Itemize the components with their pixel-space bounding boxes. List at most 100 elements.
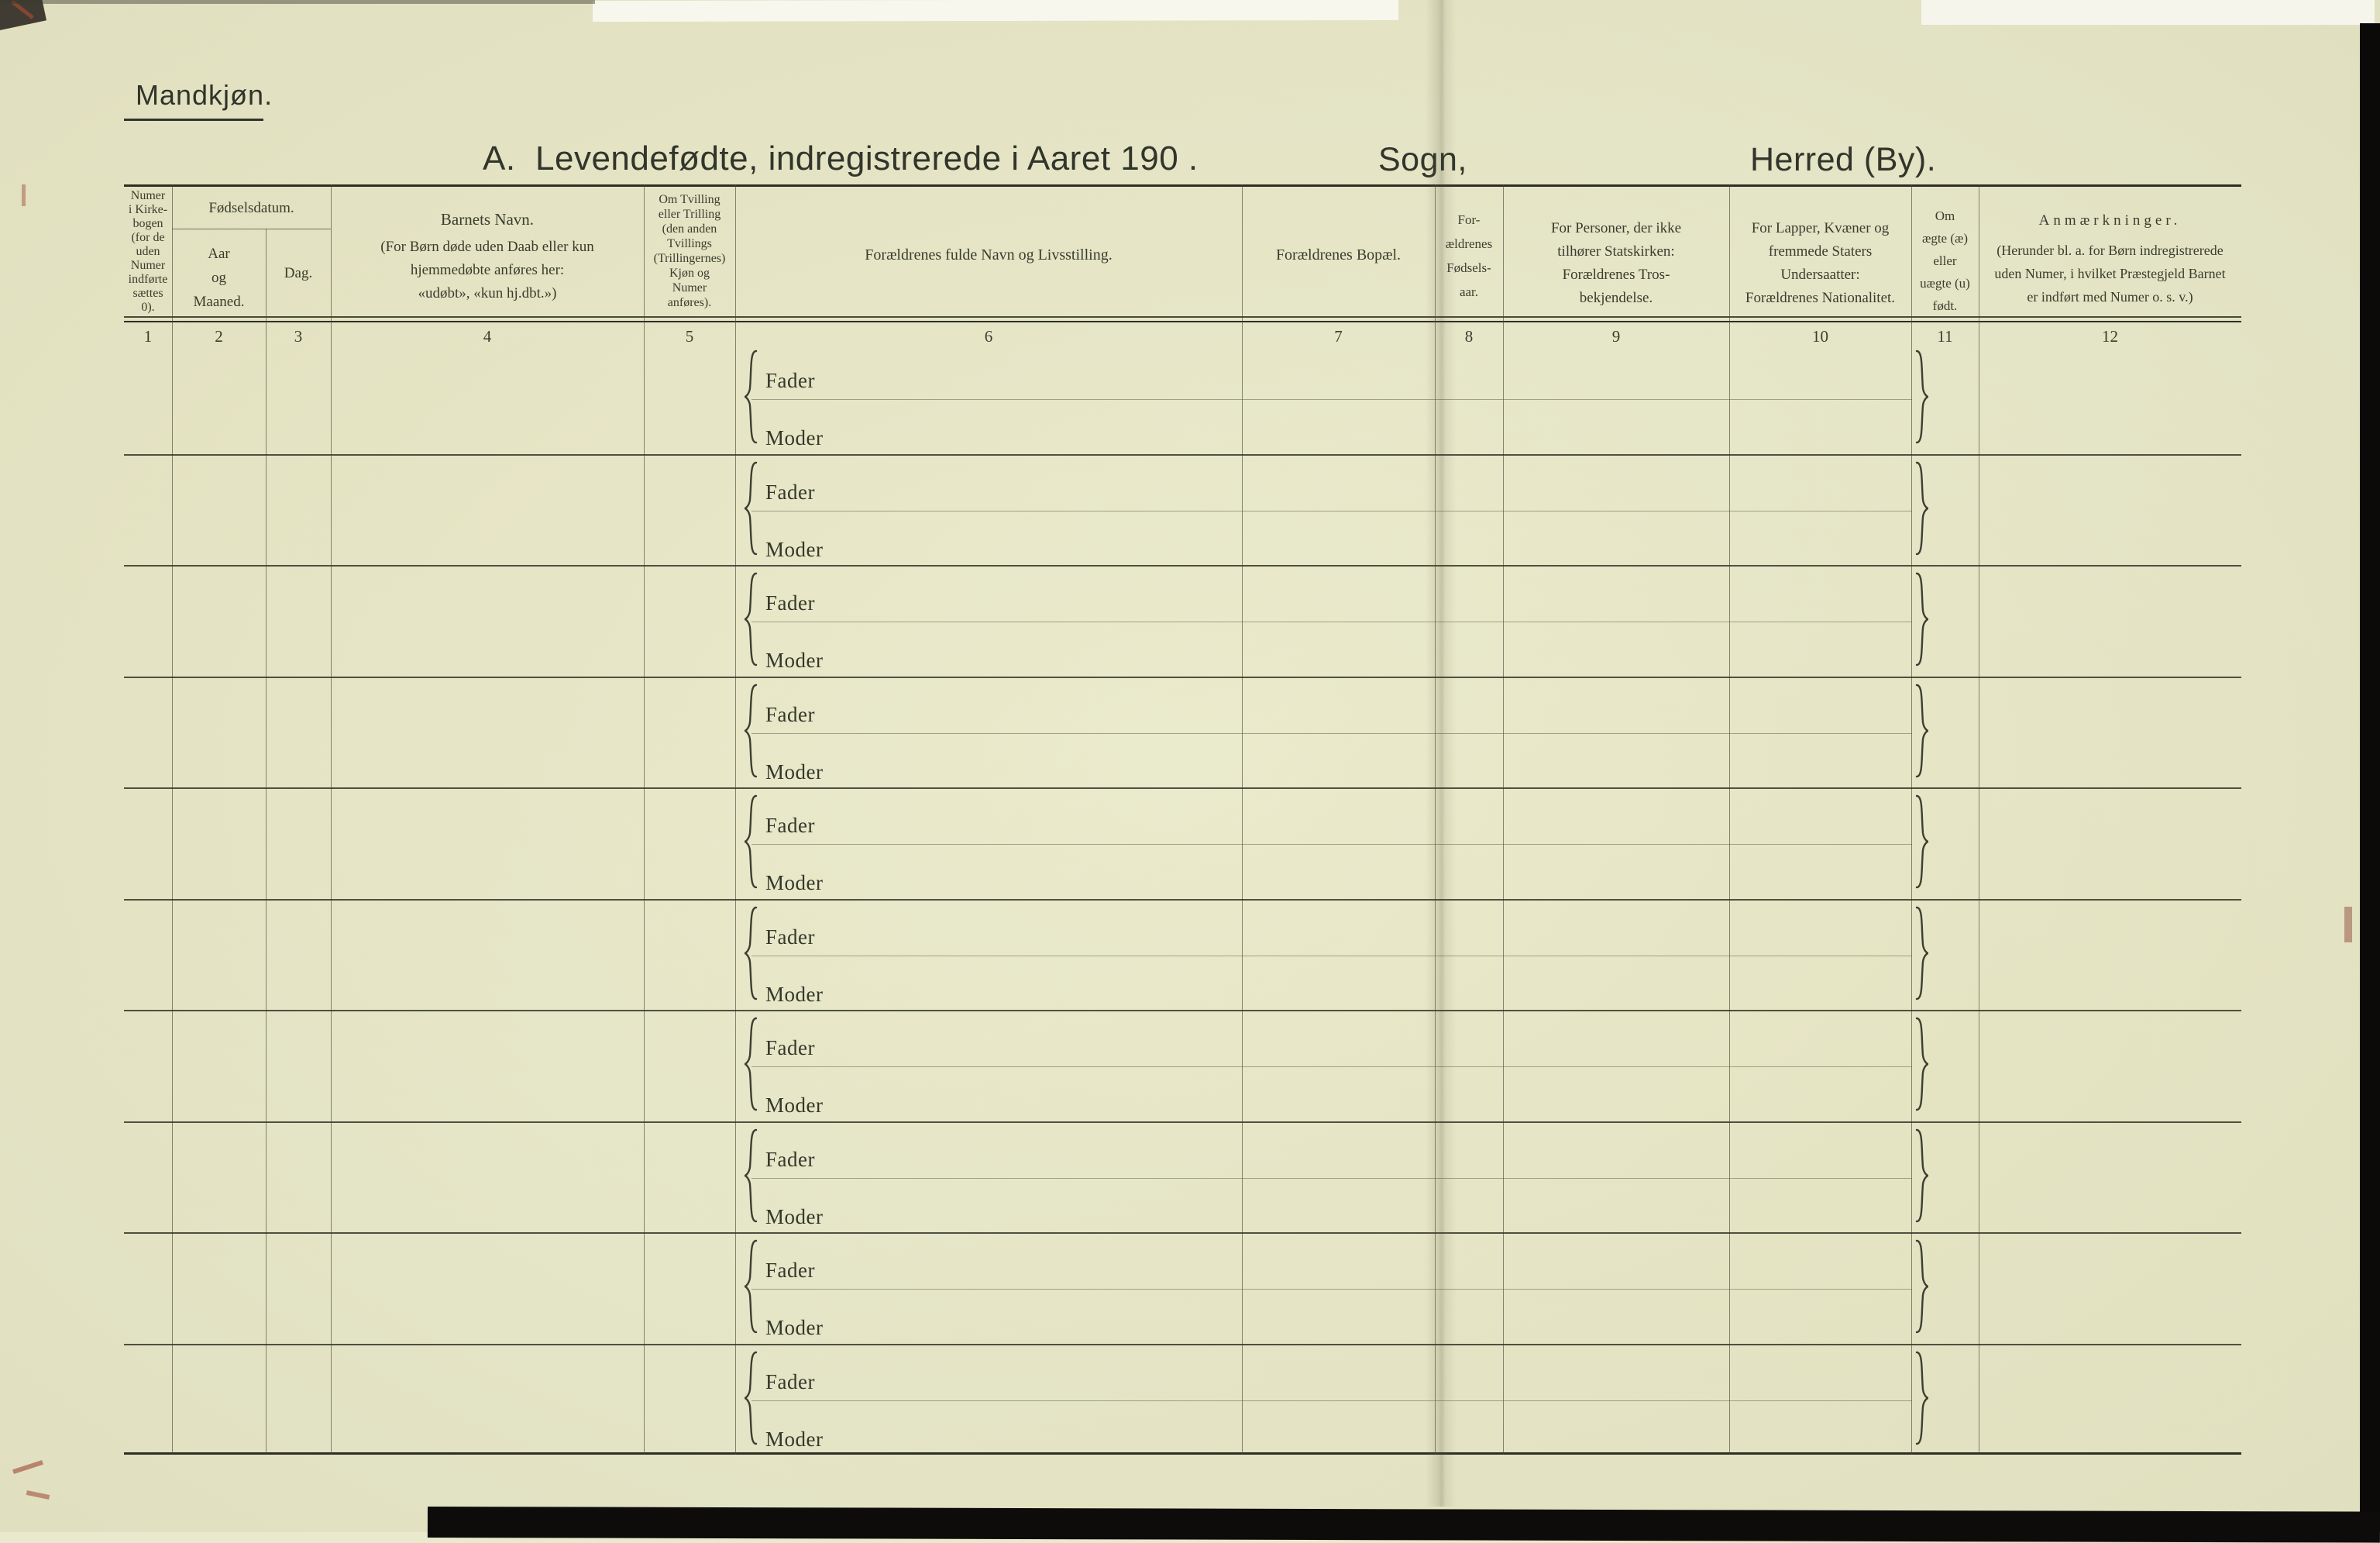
registration-table: Numer i Kirke- bogen (for de uden Numer … — [124, 184, 2241, 1455]
column-number: 7 — [1334, 327, 1343, 346]
col-header-child-name-note: (For Børn døde uden Daab eller kun hjemm… — [380, 239, 594, 301]
col-header-child-name: Barnets Navn. — [440, 210, 535, 229]
row-separator — [124, 676, 2241, 678]
red-mark-bottom-left-b — [26, 1490, 50, 1500]
col-header-birth-date-group: Fødselsdatum. — [208, 200, 294, 216]
row-separator — [124, 787, 2241, 789]
father-row-label: Fader — [765, 1259, 815, 1282]
row-open-brace-icon — [744, 350, 758, 449]
table-row: Fader Moder — [124, 1121, 2241, 1232]
column-divider — [1911, 184, 1912, 1455]
col-header-year-month: Aar og Maaned. — [193, 246, 245, 310]
row-open-brace-icon — [744, 461, 758, 561]
column-divider — [266, 229, 267, 1455]
table-row: Fader Moder — [124, 1232, 2241, 1343]
scan-black-edge-bottom — [427, 1507, 2380, 1543]
column-number: 2 — [215, 327, 223, 346]
mother-row-label: Moder — [765, 871, 824, 894]
col-header-parents-birth-year: For- ældrenes Fødsels- aar. — [1445, 212, 1493, 299]
scan-dark-corner-top-left — [0, 0, 47, 32]
row-open-brace-icon — [744, 1128, 758, 1228]
father-row-label: Fader — [765, 480, 815, 504]
mother-row-label: Moder — [765, 1094, 824, 1117]
column-divider — [1435, 184, 1436, 1455]
page-title: A. Levendefødte, indregistrerede i Aaret… — [483, 139, 1199, 177]
row-separator — [124, 898, 2241, 901]
father-entry-line — [751, 844, 1912, 845]
column-divider — [735, 184, 736, 1455]
row-open-brace-icon — [744, 684, 758, 784]
father-entry-line — [751, 1066, 1912, 1067]
row-separator — [124, 1121, 2241, 1123]
row-open-brace-icon — [744, 1351, 758, 1451]
row-open-brace-icon — [744, 1017, 758, 1117]
row-close-brace-icon — [1915, 1017, 1929, 1117]
row-separator — [124, 1010, 2241, 1011]
column-number: 6 — [984, 327, 993, 346]
column-divider — [1242, 184, 1243, 1455]
father-row-label: Fader — [765, 1147, 815, 1171]
row-separator — [124, 453, 2241, 456]
col-header-remarks: Anmærkninger. — [2038, 212, 2182, 229]
father-row-label: Fader — [765, 369, 815, 392]
mother-row-label: Moder — [765, 537, 824, 561]
table-row: Fader Moder — [124, 454, 2241, 565]
column-number: 12 — [2102, 327, 2118, 346]
father-entry-line — [751, 1289, 1912, 1290]
column-number: 9 — [1611, 327, 1621, 346]
mother-row-label: Moder — [765, 759, 824, 784]
col-header-remarks-note: (Herunder bl. a. for Børn indregistrered… — [1994, 243, 2226, 305]
row-open-brace-icon — [744, 906, 758, 1006]
row-close-brace-icon — [1915, 1351, 1929, 1451]
table-row: Fader Moder — [124, 787, 2241, 898]
herred-label: Herred (By). — [1750, 141, 1937, 178]
table-row: Fader Moder — [124, 899, 2241, 1010]
table-bottom-rule — [124, 1452, 2241, 1455]
row-separator — [124, 565, 2241, 567]
sogn-label: Sogn, — [1378, 141, 1467, 178]
mother-row-label: Moder — [765, 982, 824, 1006]
father-row-label: Fader — [765, 925, 815, 949]
mother-row-label: Moder — [765, 1427, 824, 1451]
column-number: 11 — [1937, 327, 1953, 346]
table-row: Fader Moder — [124, 677, 2241, 787]
page-side-label: Mandkjøn. — [136, 79, 273, 111]
column-number: 8 — [1464, 327, 1474, 346]
table-row: Fader Moder — [124, 1010, 2241, 1121]
col-header-church-book-number: Numer i Kirke- bogen (for de uden Numer … — [128, 189, 168, 314]
col-header-parents-residence: Forældrenes Bopæl. — [1275, 246, 1402, 263]
table-row: Fader Moder — [124, 565, 2241, 676]
scan-top-edge-shade — [0, 0, 595, 4]
col-header-legitimacy: Om ægte (æ) eller uægte (u) født. — [1920, 208, 1970, 313]
father-entry-line — [751, 732, 1912, 734]
row-open-brace-icon — [744, 1239, 758, 1339]
scan-black-edge-right — [2360, 23, 2380, 1532]
father-row-label: Fader — [765, 1369, 815, 1393]
row-close-brace-icon — [1915, 906, 1929, 1006]
mother-row-label: Moder — [765, 1316, 824, 1339]
father-entry-line — [751, 1177, 1912, 1179]
scan-white-strip-top-right — [1921, 0, 2375, 25]
red-mark-bottom-left-a — [12, 1459, 43, 1475]
table-row: Fader Moder — [124, 1344, 2241, 1455]
row-separator — [124, 1343, 2241, 1345]
row-close-brace-icon — [1915, 684, 1929, 784]
father-row-label: Fader — [765, 814, 815, 837]
row-close-brace-icon — [1915, 572, 1929, 672]
header-double-rule-b — [124, 321, 2241, 322]
column-divider — [644, 184, 645, 1455]
column-divider — [331, 184, 332, 1455]
column-divider — [172, 184, 173, 1455]
header-double-rule-a — [124, 316, 2241, 318]
father-row-label: Fader — [765, 702, 815, 726]
table-top-rule — [124, 184, 2241, 187]
father-entry-line — [751, 1400, 1912, 1401]
scan-white-strip-top — [592, 0, 1399, 22]
column-number: 5 — [685, 327, 694, 346]
row-close-brace-icon — [1915, 1239, 1929, 1339]
red-mark-top-left — [11, 0, 34, 19]
column-number: 4 — [483, 327, 492, 346]
col-header-parents-nationality: For Lapper, Kvæner og fremmede Staters U… — [1745, 220, 1896, 306]
mother-row-label: Moder — [765, 426, 824, 449]
